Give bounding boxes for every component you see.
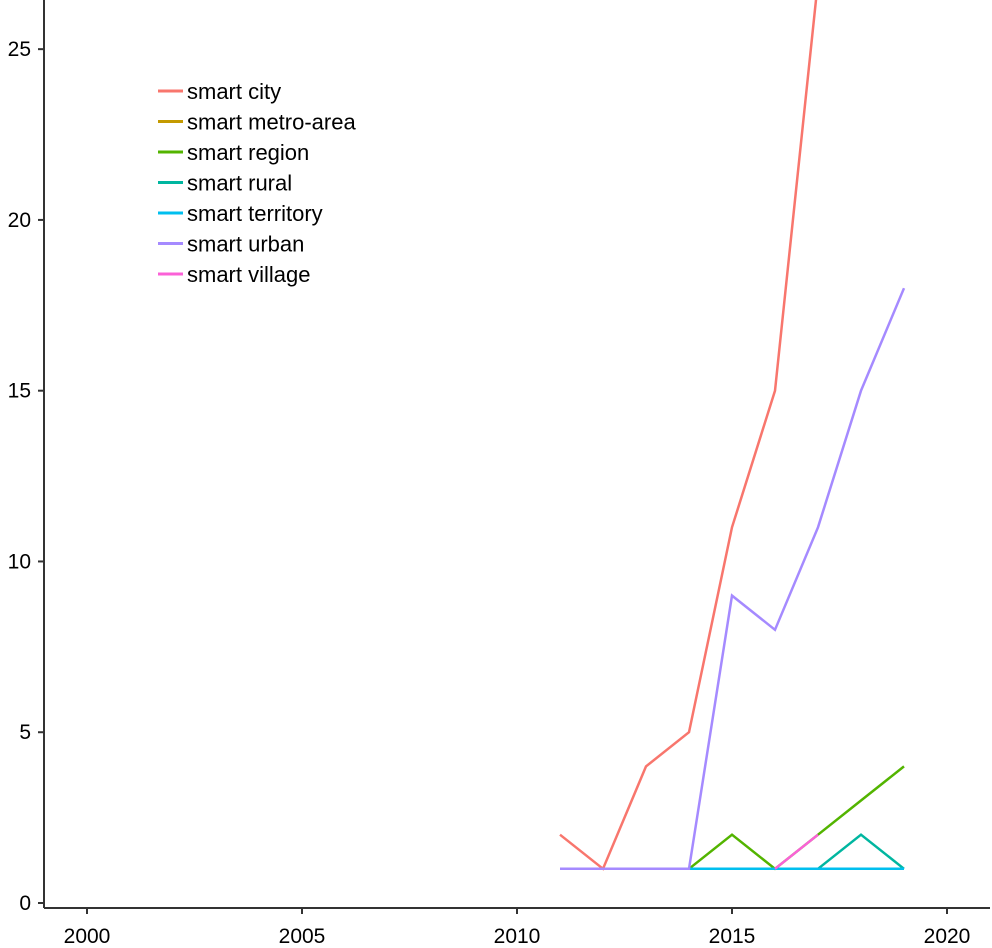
y-tick-label: 25 [8, 38, 31, 61]
legend-label: smart village [187, 262, 310, 287]
legend-label: smart metro-area [187, 110, 356, 135]
series-line-smart-region [688, 765, 905, 871]
y-tick-label: 10 [8, 550, 31, 573]
series-line-smart-rural [775, 833, 905, 871]
x-ticks: 2000 2005 2010 2015 2020 [64, 908, 971, 948]
x-tick-label: 2010 [494, 925, 541, 948]
legend-label: smart territory [187, 201, 323, 226]
y-tick-label: 15 [8, 380, 31, 403]
x-tick-label: 2015 [709, 925, 756, 948]
y-ticks: 0 5 10 15 20 25 [8, 38, 44, 915]
series-line-smart-urban [560, 287, 906, 871]
y-tick-label: 0 [19, 892, 31, 915]
series-line-smart-village [774, 833, 819, 870]
legend-label: smart rural [187, 171, 292, 196]
axes [43, 0, 990, 909]
y-tick-label: 20 [8, 209, 31, 232]
series-line-smart-city [559, 0, 818, 871]
series-lines [559, 0, 906, 871]
legend-label: smart city [187, 79, 281, 104]
legend: smart city smart metro-area smart region sm… [158, 79, 356, 287]
x-tick-label: 2020 [924, 925, 971, 948]
y-tick-label: 5 [19, 721, 31, 744]
legend-label: smart region [187, 140, 309, 165]
x-tick-label: 2000 [64, 925, 111, 948]
legend-label: smart urban [187, 232, 304, 257]
x-tick-label: 2005 [279, 925, 326, 948]
